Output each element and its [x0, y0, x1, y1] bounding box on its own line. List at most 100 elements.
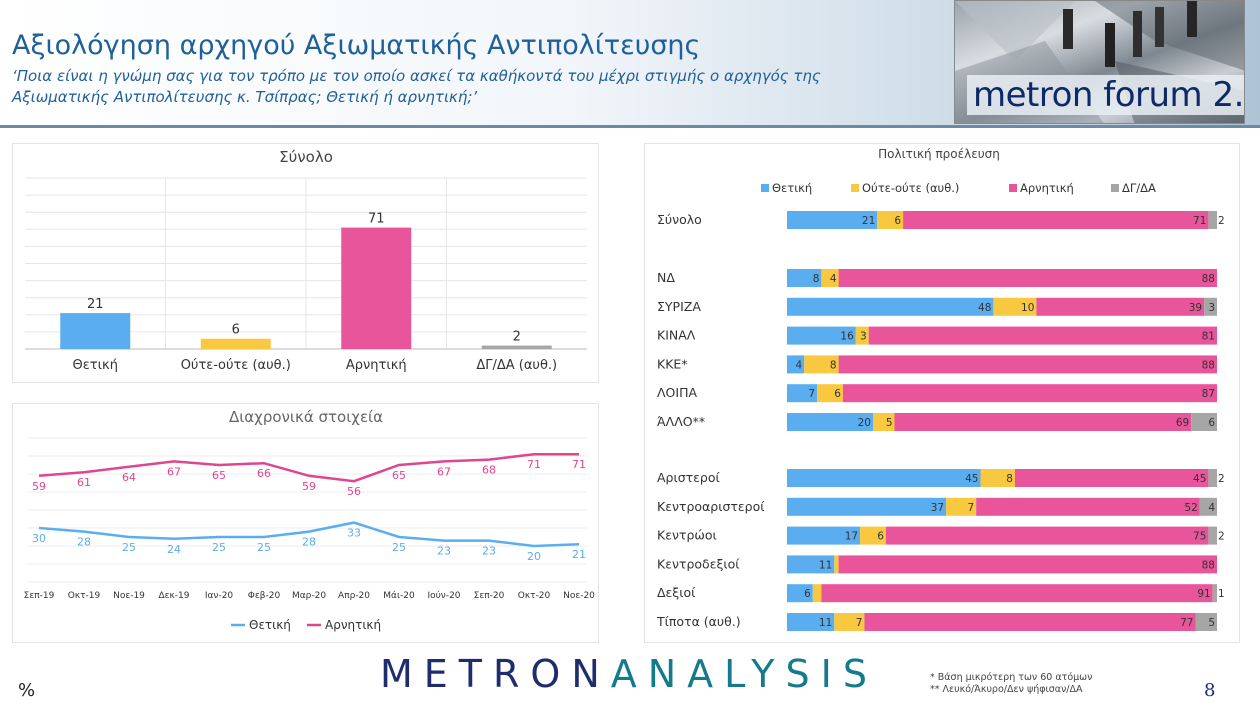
segment-Θετική [787, 211, 878, 229]
segment-Ούτε-ούτε (αυθ.) [877, 211, 904, 229]
segment-value-label: 69 [1176, 417, 1189, 429]
segment-Ούτε-ούτε (αυθ.) [946, 497, 977, 516]
row-label: ΆΛΛΟ** [657, 414, 705, 429]
segment-value-label: 11 [819, 559, 832, 571]
page-title: Αξιολόγηση αρχηγού Αξιωματικής Αντιπολίτ… [12, 30, 701, 61]
point-label: 67 [167, 465, 181, 478]
segment-Αρνητική [976, 497, 1200, 516]
point-label: 30 [32, 532, 46, 545]
segment-value-label: 37 [931, 502, 944, 514]
point-label: 25 [257, 541, 271, 554]
metron-analysis-brand: METRONANALYSIS [380, 652, 878, 696]
bar-Θετική [60, 313, 131, 349]
row-label: Σύνολο [657, 212, 702, 227]
point-label: 67 [437, 465, 451, 478]
segment-value-label: 88 [1202, 559, 1215, 571]
point-label: 56 [347, 485, 361, 498]
brand-part-2: ANALYSIS [610, 652, 878, 696]
segment-value-label: 16 [840, 331, 854, 343]
legend-label: Αρνητική [325, 618, 381, 632]
brand-part-1: METRON [380, 652, 611, 696]
segment-Ούτε-ούτε (αυθ.) [812, 584, 822, 603]
x-tick-label: Ιαν-20 [205, 591, 234, 601]
segment-value-label: 39 [1189, 302, 1202, 314]
footnotes: * Βάση μικρότερη των 60 ατόμων ** Λευκό/… [930, 672, 1092, 696]
segment-value-label: 5 [886, 417, 893, 429]
point-label: 71 [572, 458, 586, 471]
segment-value-label: 91 [1197, 588, 1210, 600]
segment-value-label: 2 [1218, 531, 1225, 543]
segment-Θετική [787, 497, 947, 516]
segment-ΔΓ/ΔΑ [1208, 526, 1217, 545]
point-label: 66 [257, 467, 271, 480]
segment-ΔΓ/ΔΑ [1208, 211, 1217, 229]
segment-value-label: 3 [860, 331, 867, 343]
segment-value-label: 17 [845, 531, 858, 543]
segment-ΔΓ/ΔΑ [1199, 497, 1217, 516]
x-tick-label: Μαρ-20 [292, 591, 326, 601]
category-label: Θετική [73, 358, 118, 373]
row-label: Τίποτα (αυθ.) [656, 614, 741, 629]
segment-value-label: 75 [1193, 531, 1206, 543]
row-label: ΚΚΕ* [657, 356, 688, 371]
legend-swatch [1009, 184, 1017, 192]
segment-value-label: 45 [1193, 473, 1206, 485]
x-tick-label: Δεκ-19 [158, 591, 189, 601]
row-label: Κεντροαριστεροί [657, 499, 765, 514]
point-label: 61 [77, 476, 91, 489]
legend-swatch [851, 184, 859, 192]
segment-Αρνητική [903, 211, 1209, 229]
bar-value-label: 2 [513, 330, 521, 345]
bar-Ούτε-ούτε (αυθ.) [200, 338, 271, 349]
total-chart-panel: Σύνολο 21 Θετική 6 Ούτε-ούτε (αυθ.) 71 Αρνητικ… [12, 143, 599, 383]
segment-ΔΓ/ΔΑ [1195, 613, 1217, 631]
political-chart-panel: Πολιτική προέλευση Θετική Ούτε-ούτε (αυθ.)… [644, 143, 1240, 643]
trend-chart-title: Διαχρονικά στοιχεία [229, 408, 383, 426]
legend-label: Θετική [772, 181, 812, 195]
unit-label: % [18, 680, 36, 701]
political-stacked-chart: Πολιτική προέλευση Θετική Ούτε-ούτε (αυθ.)… [656, 147, 1225, 631]
segment-value-label: 21 [862, 215, 875, 227]
point-label: 21 [572, 548, 586, 561]
segment-Αρνητική [821, 584, 1213, 603]
point-label: 59 [32, 480, 46, 493]
legend-label: Ούτε-ούτε (αυθ.) [862, 181, 959, 195]
bar-ΔΓ/ΔΑ (αυθ.) [481, 345, 552, 349]
segment-Αρνητική [838, 269, 1217, 287]
segment-Αρνητική [885, 526, 1209, 545]
segment-Θετική [787, 413, 873, 431]
category-label: Αρνητική [346, 358, 407, 373]
category-label: ΔΓ/ΔΑ (αυθ.) [476, 358, 557, 373]
point-label: 59 [302, 480, 316, 493]
segment-value-label: 8 [813, 273, 820, 285]
row-label: ΝΔ [657, 270, 675, 285]
bar-Αρνητική [341, 227, 412, 349]
segment-value-label: 6 [894, 215, 901, 227]
row-label: Αριστεροί [657, 470, 721, 485]
segment-Θετική [787, 269, 822, 287]
point-label: 65 [392, 469, 406, 482]
segment-Θετική [787, 526, 861, 545]
segment-Θετική [787, 613, 835, 631]
point-label: 23 [482, 545, 496, 558]
row-label: Κεντρώοι [657, 528, 717, 543]
logo-text: metron forum 2.0 [967, 75, 1244, 115]
segment-value-label: 20 [858, 417, 871, 429]
point-label: 33 [347, 527, 361, 540]
segment-Ούτε-ούτε (αυθ.) [834, 555, 839, 574]
segment-value-label: 2 [1218, 473, 1225, 485]
x-tick-label: Φεβ-20 [248, 591, 281, 601]
segment-Ούτε-ούτε (αυθ.) [873, 413, 895, 431]
segment-value-label: 10 [1021, 302, 1034, 314]
segment-value-label: 88 [1202, 359, 1215, 371]
segment-value-label: 3 [1208, 302, 1215, 314]
point-label: 25 [212, 541, 226, 554]
point-label: 24 [167, 543, 181, 556]
legend-label: Θετική [249, 618, 291, 632]
segment-value-label: 1 [1218, 588, 1225, 600]
segment-value-label: 6 [834, 388, 841, 400]
segment-value-label: 6 [804, 588, 811, 600]
segment-Ούτε-ούτε (αυθ.) [834, 613, 865, 631]
segment-Ούτε-ούτε (αυθ.) [804, 355, 839, 374]
segment-Θετική [787, 297, 994, 316]
